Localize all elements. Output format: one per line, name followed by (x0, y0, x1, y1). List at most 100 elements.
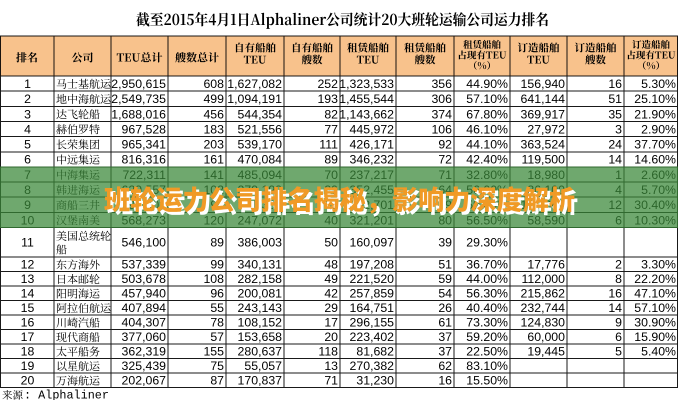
svg-text:5: 5 (615, 345, 622, 359)
svg-text:407,894: 407,894 (122, 301, 167, 315)
svg-text:29.30%: 29.30% (466, 236, 508, 250)
svg-text:816,316: 816,316 (122, 153, 167, 167)
svg-text:60,000: 60,000 (527, 330, 565, 344)
svg-text:164,751: 164,751 (350, 301, 395, 315)
svg-text:346,232: 346,232 (350, 153, 395, 167)
svg-text:203: 203 (203, 138, 224, 152)
svg-text:160,097: 160,097 (350, 236, 395, 250)
svg-text:3.30%: 3.30% (641, 258, 676, 272)
svg-text:503,678: 503,678 (122, 272, 167, 286)
svg-text:39: 39 (438, 236, 452, 250)
svg-text:37.70%: 37.70% (634, 138, 676, 152)
svg-text:89: 89 (324, 153, 338, 167)
svg-text:112,000: 112,000 (521, 272, 565, 286)
svg-text:30.90%: 30.90% (634, 316, 676, 330)
svg-text:19: 19 (21, 359, 35, 373)
svg-text:1,323,533: 1,323,533 (339, 77, 394, 91)
svg-text:280,637: 280,637 (238, 345, 283, 359)
svg-text:3: 3 (24, 107, 31, 121)
svg-text:78: 78 (210, 316, 224, 330)
svg-text:156,940: 156,940 (521, 77, 566, 91)
svg-text:124,830: 124,830 (521, 316, 566, 330)
svg-text:374: 374 (431, 107, 452, 121)
svg-text:14.60%: 14.60% (634, 153, 676, 167)
svg-text:1,627,082: 1,627,082 (227, 77, 282, 91)
svg-text:608: 608 (203, 77, 224, 91)
svg-text:13: 13 (21, 272, 35, 286)
svg-text:18: 18 (21, 345, 35, 359)
svg-text:369,917: 369,917 (521, 107, 566, 121)
svg-text:51: 51 (438, 258, 452, 272)
svg-text:12: 12 (21, 258, 35, 272)
svg-text:17: 17 (21, 330, 35, 344)
svg-text:17,776: 17,776 (527, 258, 565, 272)
svg-text:2: 2 (24, 92, 31, 106)
svg-text:155: 155 (203, 345, 224, 359)
svg-text:59: 59 (438, 272, 452, 286)
svg-text:521,556: 521,556 (238, 122, 283, 136)
svg-text:106: 106 (431, 122, 452, 136)
svg-text:183: 183 (203, 122, 224, 136)
svg-text:161: 161 (203, 153, 224, 167)
svg-text:73.30%: 73.30% (466, 316, 508, 330)
svg-text:16: 16 (608, 287, 622, 301)
svg-text:1,094,191: 1,094,191 (227, 92, 282, 106)
svg-text:24: 24 (608, 138, 622, 152)
svg-text:35: 35 (608, 107, 622, 121)
svg-text:457,940: 457,940 (122, 287, 167, 301)
svg-text:5: 5 (24, 138, 31, 152)
svg-text:356: 356 (431, 77, 452, 91)
svg-text:232,744: 232,744 (521, 301, 566, 315)
svg-text:340,131: 340,131 (238, 258, 283, 272)
svg-text:82: 82 (324, 107, 338, 121)
svg-text:59.20%: 59.20% (466, 330, 508, 344)
svg-text:537,339: 537,339 (122, 258, 167, 272)
svg-text:14: 14 (608, 153, 622, 167)
svg-text:19,445: 19,445 (527, 345, 565, 359)
svg-text:40.40%: 40.40% (466, 301, 508, 315)
svg-text:200,081: 200,081 (238, 287, 283, 301)
svg-text:965,341: 965,341 (122, 138, 167, 152)
svg-text:44.90%: 44.90% (466, 77, 508, 91)
svg-text:31,230: 31,230 (356, 374, 394, 388)
svg-text:16: 16 (438, 374, 452, 388)
svg-text:221,520: 221,520 (350, 272, 395, 286)
svg-text:325,439: 325,439 (122, 359, 167, 373)
svg-text:170,837: 170,837 (238, 374, 283, 388)
svg-text:46.10%: 46.10% (466, 122, 508, 136)
svg-text:21.90%: 21.90% (634, 107, 676, 121)
svg-text:27,972: 27,972 (527, 122, 565, 136)
svg-text:8: 8 (615, 272, 622, 286)
svg-text:49: 49 (324, 272, 338, 286)
svg-text:1,143,662: 1,143,662 (339, 107, 394, 121)
svg-text:119,500: 119,500 (521, 153, 565, 167)
svg-text:2,950,615: 2,950,615 (111, 77, 166, 91)
svg-text:14: 14 (608, 301, 622, 315)
svg-text:197,208: 197,208 (350, 258, 395, 272)
svg-text:72: 72 (438, 153, 452, 167)
svg-text:77: 77 (324, 122, 338, 136)
svg-text:44.10%: 44.10% (466, 138, 508, 152)
svg-text:445,972: 445,972 (350, 122, 395, 136)
svg-text:17: 17 (324, 316, 338, 330)
svg-text:243,143: 243,143 (238, 301, 283, 315)
svg-text:71: 71 (324, 374, 338, 388)
svg-text:25.10%: 25.10% (634, 92, 676, 106)
svg-text:111: 111 (319, 138, 338, 152)
svg-text:257,859: 257,859 (350, 287, 395, 301)
svg-text:202,067: 202,067 (122, 374, 167, 388)
svg-text:4: 4 (24, 122, 31, 136)
svg-text:377,060: 377,060 (122, 330, 167, 344)
svg-text:2,549,735: 2,549,735 (111, 92, 166, 106)
svg-text:193: 193 (317, 92, 338, 106)
svg-text:5.30%: 5.30% (641, 77, 676, 91)
svg-text:55,057: 55,057 (244, 359, 282, 373)
svg-text:55: 55 (210, 301, 224, 315)
svg-text:499: 499 (203, 92, 224, 106)
svg-text:75: 75 (210, 359, 224, 373)
svg-text:89: 89 (210, 236, 224, 250)
svg-text:62: 62 (438, 359, 452, 373)
svg-text:641,144: 641,144 (521, 92, 566, 106)
svg-text:1,455,544: 1,455,544 (339, 92, 394, 106)
svg-text:42.40%: 42.40% (466, 153, 508, 167)
